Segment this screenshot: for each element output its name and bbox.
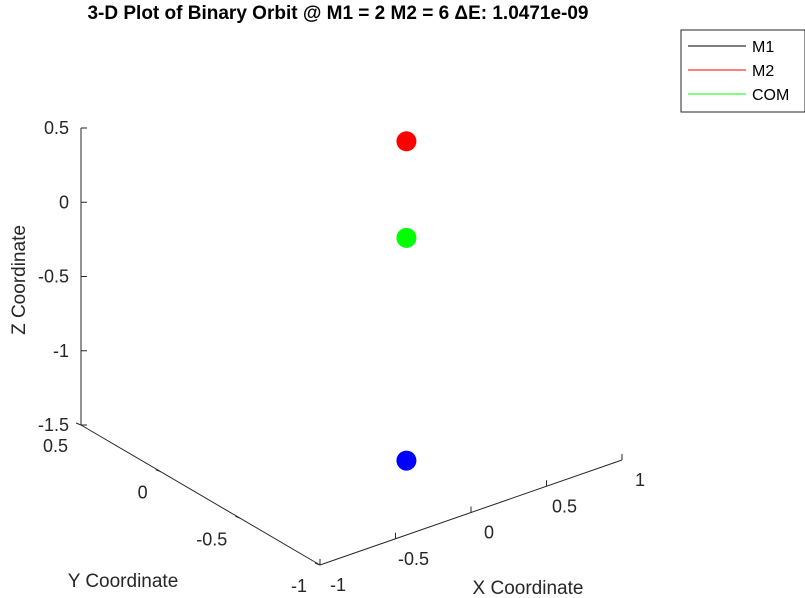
axes-box — [80, 128, 623, 566]
y-axis-line — [80, 424, 321, 566]
x-tick-label-2: 0 — [484, 523, 494, 543]
axis-tick-labels: -1.5 -1 -0.5 0 0.5 -1 -0.5 0 0.5 -1 -0.5 0 0.5 1 — [38, 118, 645, 596]
x-tick-label-3: 0.5 — [552, 496, 577, 516]
data-points — [396, 131, 417, 471]
legend-label-1: M2 — [752, 63, 774, 80]
x-tick-label-4: 1 — [635, 470, 645, 490]
x-axis-label: X Coordinate — [473, 578, 584, 598]
legend-box — [680, 29, 805, 113]
y-axis-label: Y Coordinate — [68, 571, 179, 592]
z-tick-label-4: 0.5 — [44, 118, 69, 138]
y-tick-1 — [235, 515, 241, 519]
z-axis-label: Z Coordinate — [9, 225, 30, 335]
y-tick-label-2: 0 — [138, 483, 148, 503]
y-tick-2 — [155, 469, 161, 473]
y-tick-label-3: 0.5 — [43, 436, 68, 456]
point-1 — [396, 227, 417, 248]
z-tick-label-1: -1 — [53, 341, 69, 361]
legend-label-0: M1 — [752, 39, 774, 56]
chart-title: 3-D Plot of Binary Orbit @ M1 = 2 M2 = 6… — [87, 3, 588, 24]
point-0 — [396, 131, 417, 152]
y-tick-label-0: -1 — [291, 576, 307, 596]
z-tick-label-3: 0 — [59, 192, 69, 212]
axis-ticks — [75, 127, 623, 566]
y-tick-3 — [75, 422, 82, 426]
x-tick-label-0: -1 — [330, 575, 346, 595]
point-2 — [396, 450, 417, 471]
z-tick-label-2: -0.5 — [38, 267, 69, 287]
y-tick-label-1: -0.5 — [196, 529, 227, 549]
y-tick-0 — [314, 562, 321, 566]
x-tick-label-1: -0.5 — [398, 549, 429, 569]
legend: M1 M2 COM — [680, 29, 805, 113]
z-tick-label-0: -1.5 — [38, 415, 69, 435]
legend-label-2: COM — [752, 87, 789, 104]
